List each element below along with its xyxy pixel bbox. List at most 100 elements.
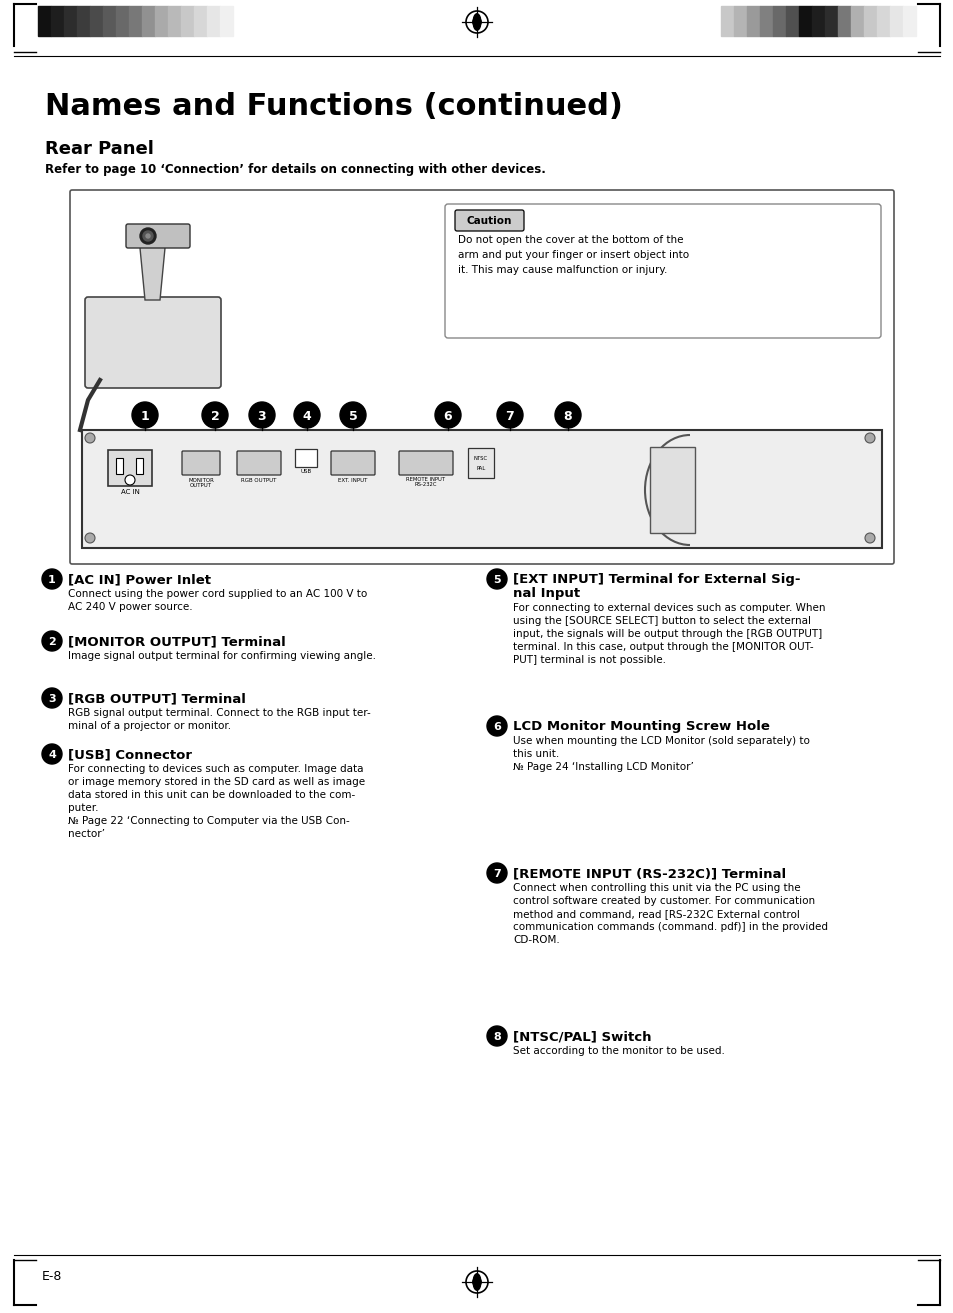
Text: 2: 2 — [211, 410, 219, 423]
Text: E-8: E-8 — [42, 1270, 62, 1283]
Text: OUTPUT: OUTPUT — [190, 483, 212, 488]
Bar — [720, 7, 733, 35]
Circle shape — [555, 402, 580, 428]
Bar — [64, 7, 77, 35]
Text: method and command, read [RS-232C External control: method and command, read [RS-232C Extern… — [513, 909, 799, 919]
Text: Use when mounting the LCD Monitor (sold separately) to: Use when mounting the LCD Monitor (sold … — [513, 737, 809, 746]
Bar — [136, 458, 143, 474]
Circle shape — [140, 228, 156, 244]
Circle shape — [497, 402, 522, 428]
Text: 1: 1 — [140, 410, 150, 423]
Text: 5: 5 — [348, 410, 357, 423]
Text: CD-ROM.: CD-ROM. — [513, 935, 559, 945]
Text: NTSC: NTSC — [474, 456, 488, 461]
Bar — [90, 7, 103, 35]
Bar — [760, 7, 772, 35]
Text: 6: 6 — [493, 722, 500, 733]
Polygon shape — [140, 238, 165, 299]
Circle shape — [864, 433, 874, 442]
Bar — [103, 7, 116, 35]
Text: Connect when controlling this unit via the PC using the: Connect when controlling this unit via t… — [513, 884, 800, 893]
Text: [RGB OUTPUT] Terminal: [RGB OUTPUT] Terminal — [68, 692, 246, 705]
Circle shape — [339, 402, 366, 428]
Text: [MONITOR OUTPUT] Terminal: [MONITOR OUTPUT] Terminal — [68, 635, 286, 649]
Bar — [902, 7, 915, 35]
Circle shape — [249, 402, 274, 428]
Text: MONITOR: MONITOR — [188, 478, 213, 483]
Bar — [785, 7, 799, 35]
Bar — [142, 7, 154, 35]
Circle shape — [42, 688, 62, 708]
Text: PUT] terminal is not possible.: PUT] terminal is not possible. — [513, 655, 665, 664]
Text: EXT. INPUT: EXT. INPUT — [338, 478, 367, 483]
FancyBboxPatch shape — [455, 210, 523, 231]
Bar — [876, 7, 889, 35]
Text: LCD Monitor Mounting Screw Hole: LCD Monitor Mounting Screw Hole — [513, 720, 769, 733]
Text: 8: 8 — [493, 1032, 500, 1043]
Text: it. This may cause malfunction or injury.: it. This may cause malfunction or injury… — [457, 265, 667, 274]
Circle shape — [486, 716, 506, 737]
Circle shape — [294, 402, 319, 428]
Circle shape — [435, 402, 460, 428]
Circle shape — [42, 744, 62, 764]
Text: USB: USB — [300, 469, 312, 474]
Text: terminal. In this case, output through the [MONITOR OUT-: terminal. In this case, output through t… — [513, 642, 813, 653]
Text: [AC IN] Power Inlet: [AC IN] Power Inlet — [68, 572, 211, 586]
Text: Caution: Caution — [466, 217, 512, 226]
Text: using the [SOURCE SELECT] button to select the external: using the [SOURCE SELECT] button to sele… — [513, 616, 810, 626]
Circle shape — [486, 569, 506, 590]
Text: 2: 2 — [48, 637, 56, 647]
Text: Rear Panel: Rear Panel — [45, 140, 153, 158]
Bar — [116, 7, 129, 35]
Text: 3: 3 — [257, 410, 266, 423]
Text: PAL: PAL — [476, 466, 485, 471]
Bar — [220, 7, 233, 35]
Text: this unit.: this unit. — [513, 748, 558, 759]
Bar — [850, 7, 863, 35]
FancyBboxPatch shape — [70, 190, 893, 565]
FancyBboxPatch shape — [236, 450, 281, 475]
Bar — [772, 7, 785, 35]
Text: REMOTE INPUT: REMOTE INPUT — [406, 477, 445, 482]
Text: 4: 4 — [302, 410, 311, 423]
Bar — [889, 7, 902, 35]
Bar — [168, 7, 181, 35]
Text: 3: 3 — [49, 695, 56, 704]
FancyBboxPatch shape — [182, 450, 220, 475]
Text: [REMOTE INPUT (RS-232C)] Terminal: [REMOTE INPUT (RS-232C)] Terminal — [513, 867, 785, 880]
Circle shape — [42, 569, 62, 590]
Text: Names and Functions (continued): Names and Functions (continued) — [45, 92, 622, 121]
Circle shape — [486, 1025, 506, 1046]
Text: 7: 7 — [505, 410, 514, 423]
Text: puter.: puter. — [68, 804, 98, 813]
Circle shape — [486, 863, 506, 884]
Bar — [799, 7, 811, 35]
FancyBboxPatch shape — [126, 225, 190, 248]
Text: [NTSC/PAL] Switch: [NTSC/PAL] Switch — [513, 1029, 651, 1043]
Ellipse shape — [473, 1274, 480, 1291]
Text: RGB OUTPUT: RGB OUTPUT — [241, 478, 276, 483]
Bar — [181, 7, 193, 35]
Text: Set according to the monitor to be used.: Set according to the monitor to be used. — [513, 1046, 724, 1056]
Bar — [38, 7, 51, 35]
Text: 8: 8 — [563, 410, 572, 423]
Circle shape — [202, 402, 228, 428]
FancyBboxPatch shape — [331, 450, 375, 475]
Text: communication commands (command. pdf)] in the provided: communication commands (command. pdf)] i… — [513, 922, 827, 932]
Circle shape — [85, 533, 95, 544]
Circle shape — [132, 402, 158, 428]
Text: AC IN: AC IN — [120, 488, 139, 495]
Bar — [824, 7, 837, 35]
FancyBboxPatch shape — [398, 450, 453, 475]
Circle shape — [42, 632, 62, 651]
Text: 7: 7 — [493, 869, 500, 878]
Text: 6: 6 — [443, 410, 452, 423]
Bar — [863, 7, 876, 35]
Bar — [468, 448, 494, 478]
Bar — [649, 446, 695, 533]
Text: AC 240 V power source.: AC 240 V power source. — [68, 601, 193, 612]
Bar — [116, 458, 123, 474]
Text: № Page 24 ‘Installing LCD Monitor’: № Page 24 ‘Installing LCD Monitor’ — [513, 762, 693, 772]
Bar — [154, 7, 168, 35]
Text: or image memory stored in the SD card as well as image: or image memory stored in the SD card as… — [68, 777, 365, 786]
